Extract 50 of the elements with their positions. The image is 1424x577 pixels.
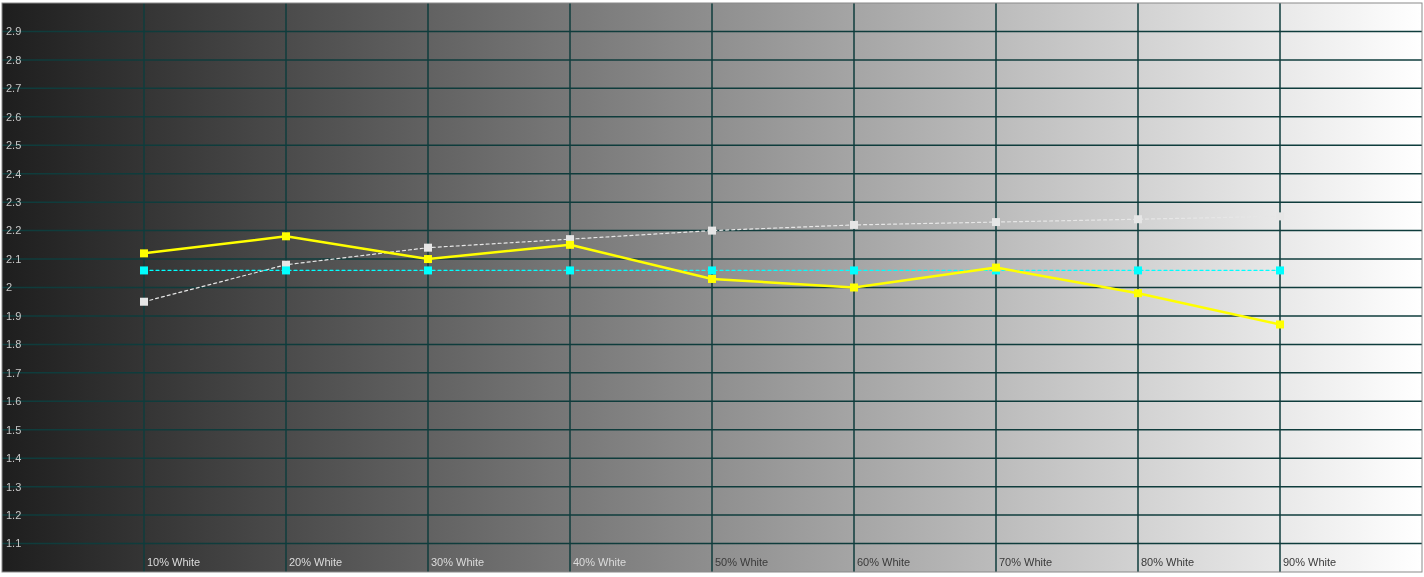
x-tick-label: 50% White: [715, 556, 769, 568]
x-tick-label: 70% White: [999, 556, 1053, 568]
point: [140, 297, 148, 306]
x-tick-label: 10% White: [147, 556, 201, 568]
y-tick-label: 1.3: [6, 480, 22, 493]
y-tick-label: 1.6: [6, 395, 22, 408]
point: [1134, 215, 1142, 224]
point: [708, 226, 716, 235]
point: [992, 218, 1000, 227]
y-tick-label: 1.1: [6, 537, 22, 550]
x-tick-label: 20% White: [289, 556, 343, 568]
point: [424, 266, 432, 275]
y-tick-label: 1.9: [6, 309, 22, 322]
x-tick-label: 30% White: [431, 556, 485, 568]
point: [850, 266, 858, 275]
y-tick-label: 2.3: [6, 196, 22, 208]
point: [1134, 266, 1142, 275]
y-tick-label: 2.8: [6, 53, 22, 66]
point: [850, 220, 858, 229]
x-tick-label: 60% White: [857, 556, 911, 568]
y-tick-label: 2.5: [6, 139, 22, 152]
y-tick-label: 1.5: [6, 423, 22, 436]
point: [140, 249, 148, 258]
x-tick-label: 40% White: [573, 556, 627, 568]
y-tick-label: 2.2: [6, 224, 22, 237]
y-tick-label: 1.8: [6, 338, 22, 351]
y-tick-label: 2.9: [6, 25, 22, 38]
point: [1276, 266, 1284, 275]
x-tick-label: 90% White: [1283, 556, 1337, 568]
point: [424, 255, 432, 264]
y-tick-label: 2: [6, 281, 13, 294]
point: [1276, 320, 1284, 329]
point: [424, 243, 432, 252]
point: [140, 266, 148, 275]
y-tick-label: 1.2: [6, 508, 22, 521]
y-tick-label: 1.4: [6, 452, 22, 465]
y-tick-label: 2.6: [6, 110, 22, 123]
y-tick-label: 2.1: [6, 252, 22, 265]
point: [282, 266, 290, 275]
x-tick-label: 80% White: [1141, 556, 1195, 568]
point: [708, 266, 716, 275]
point: [708, 274, 716, 283]
y-tick-label: 1.7: [6, 366, 22, 379]
y-tick-label: 2.4: [6, 167, 22, 180]
point: [566, 266, 574, 275]
point: [1134, 289, 1142, 298]
y-tick-label: 2.7: [6, 82, 22, 95]
point: [566, 240, 574, 249]
point: [282, 232, 290, 241]
point: [850, 283, 858, 292]
